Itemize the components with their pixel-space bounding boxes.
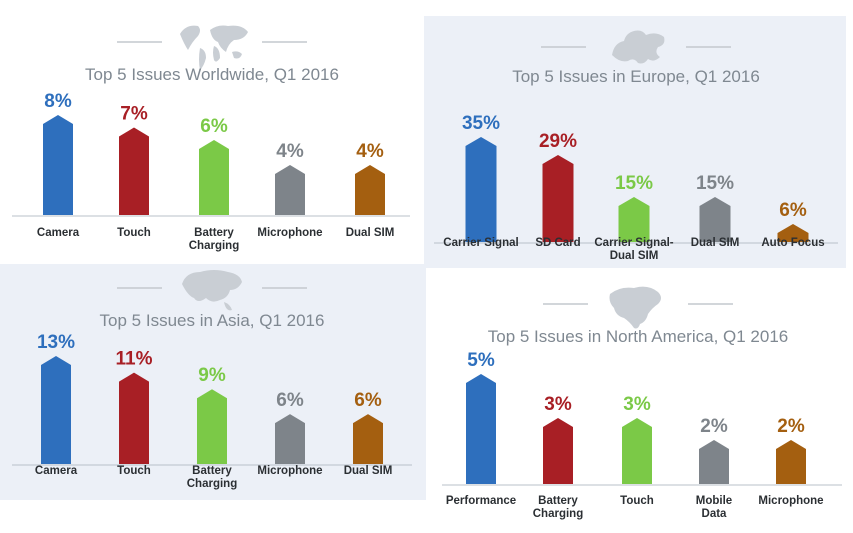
data-label: 2%: [777, 416, 805, 437]
bar: [41, 356, 71, 464]
data-label: 9%: [198, 365, 226, 386]
bar: [777, 224, 809, 242]
bar: [465, 137, 497, 242]
world-map-icon: [117, 25, 307, 70]
data-label: 6%: [354, 390, 382, 411]
category-label: Microphone: [257, 227, 322, 239]
category-label: Touch: [117, 465, 151, 477]
category-label: Dual SIM: [691, 237, 740, 249]
chart-title: Top 5 Issues in Europe, Q1 2016: [512, 67, 760, 86]
data-label: 15%: [615, 173, 653, 194]
chart-title: Top 5 Issues in North America, Q1 2016: [488, 327, 789, 346]
bar: [197, 389, 227, 464]
category-label: Touch: [117, 227, 151, 239]
category-label: Dual SIM: [344, 465, 393, 477]
category-label: SD Card: [535, 237, 580, 249]
data-label: 11%: [116, 349, 153, 370]
bar: [699, 197, 731, 242]
data-label: 2%: [700, 416, 728, 437]
category-label: Microphone: [257, 465, 322, 477]
category-label: Camera: [35, 465, 78, 477]
bar: [699, 440, 729, 484]
category-label: Touch: [620, 495, 654, 507]
bar: [275, 414, 305, 464]
category-label: Battery Charging: [533, 495, 583, 520]
bar: [622, 418, 652, 484]
chart-title: Top 5 Issues Worldwide, Q1 2016: [85, 65, 339, 84]
chart-svg: Top 5 Issues in Europe, Q1 2016 35% Carrie…: [424, 16, 846, 268]
chart-asia: Top 5 Issues in Asia, Q1 2016 13% Camera 11…: [0, 264, 426, 500]
bar: [353, 414, 383, 464]
data-label: 8%: [44, 91, 72, 112]
bar: [543, 418, 573, 484]
bar: [618, 197, 650, 242]
data-label: 3%: [544, 394, 572, 415]
bar: [119, 127, 149, 215]
chart-europe: Top 5 Issues in Europe, Q1 2016 35% Carrie…: [424, 16, 846, 268]
asia-map-icon: [117, 270, 307, 311]
bar: [542, 155, 574, 242]
category-label: Carrier Signal-Dual SIM: [594, 237, 673, 262]
chart-north-america: Top 5 Issues in North America, Q1 2016 5%…: [428, 270, 848, 532]
category-label: Battery Charging: [187, 465, 237, 490]
bar: [199, 140, 229, 215]
data-label: 6%: [276, 390, 304, 411]
bar: [119, 372, 149, 464]
data-label: 15%: [696, 173, 734, 194]
chart-worldwide: Top 5 Issues Worldwide, Q1 2016 8% Camera 7…: [0, 0, 420, 262]
category-label: Carrier Signal: [443, 237, 518, 249]
category-label: Auto Focus: [761, 237, 824, 249]
bar: [355, 165, 385, 215]
category-label: Microphone: [758, 495, 823, 507]
bar: [776, 440, 806, 484]
data-label: 29%: [539, 131, 577, 152]
category-label: Performance: [446, 495, 516, 507]
data-label: 6%: [200, 116, 228, 137]
data-label: 7%: [120, 104, 148, 125]
category-label: Dual SIM: [346, 227, 395, 239]
data-label: 4%: [356, 141, 384, 162]
data-label: 13%: [37, 332, 75, 353]
chart-svg: Top 5 Issues in Asia, Q1 2016 13% Camera 11…: [0, 264, 426, 500]
europe-map-icon: [541, 30, 731, 64]
bar: [43, 115, 73, 215]
north-america-map-icon: [543, 286, 733, 329]
chart-svg: Top 5 Issues in North America, Q1 2016 5%…: [428, 270, 848, 532]
category-label: Mobile Data: [696, 495, 732, 520]
data-label: 35%: [462, 113, 500, 134]
data-label: 3%: [623, 394, 651, 415]
chart-title: Top 5 Issues in Asia, Q1 2016: [100, 311, 325, 330]
data-label: 6%: [779, 200, 807, 221]
category-label: Battery Charging: [189, 227, 239, 252]
bar: [466, 374, 496, 484]
chart-svg: Top 5 Issues Worldwide, Q1 2016 8% Camera 7…: [0, 0, 420, 262]
category-label: Camera: [37, 227, 80, 239]
bar: [275, 165, 305, 215]
data-label: 5%: [467, 350, 495, 371]
data-label: 4%: [276, 141, 304, 162]
